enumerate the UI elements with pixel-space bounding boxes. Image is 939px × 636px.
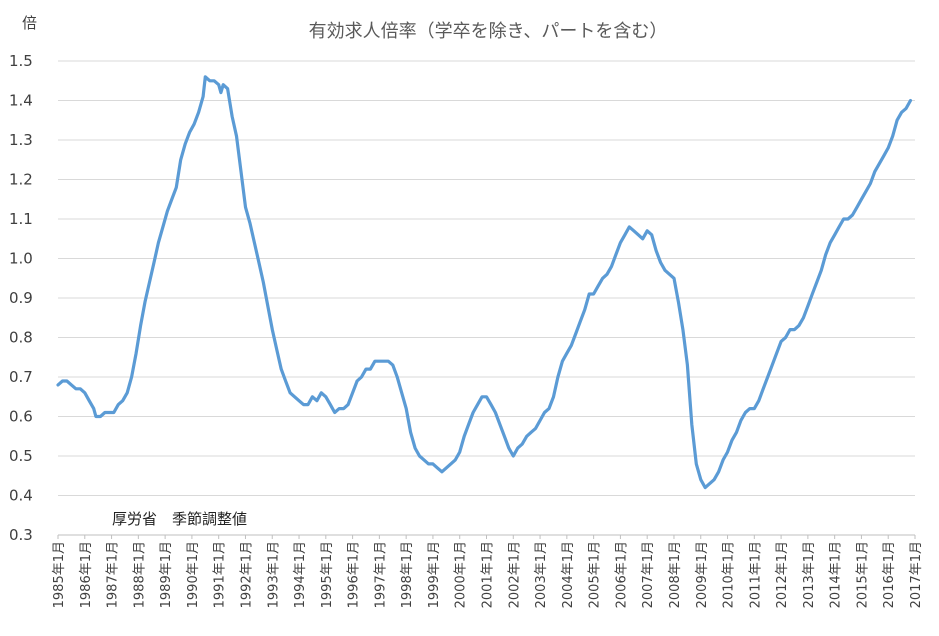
x-tick-label: 2003年1月 [534, 541, 549, 608]
y-tick-label: 0.4 [9, 487, 33, 505]
x-tick-label: 1998年1月 [400, 541, 415, 608]
x-tick-label: 2004年1月 [561, 541, 576, 608]
x-tick-label: 1986年1月 [79, 541, 94, 608]
y-tick-label: 0.5 [9, 447, 33, 465]
x-tick-label: 2013年1月 [802, 541, 817, 608]
x-tick-label: 2014年1月 [829, 541, 844, 608]
y-tick-label: 0.8 [9, 329, 33, 347]
x-tick-label: 2017年1月 [909, 541, 924, 608]
x-tick-label: 1994年1月 [293, 541, 308, 608]
y-tick-label: 0.7 [9, 368, 33, 386]
x-tick-label: 2008年1月 [668, 541, 683, 608]
y-tick-label: 0.9 [9, 289, 33, 307]
y-tick-label: 1.4 [9, 92, 33, 110]
x-tick-label: 1990年1月 [186, 541, 201, 608]
y-tick-label: 1.1 [9, 210, 33, 228]
x-tick-label: 2015年1月 [855, 541, 870, 608]
x-tick-label: 1988年1月 [132, 541, 147, 608]
x-tick-label: 1996年1月 [347, 541, 362, 608]
x-tick-label: 2006年1月 [614, 541, 629, 608]
y-tick-label: 1.5 [9, 52, 33, 70]
x-tick-label: 2012年1月 [775, 541, 790, 608]
y-tick-label: 0.6 [9, 408, 33, 426]
x-tick-label: 1985年1月 [52, 541, 67, 608]
chart-title: 有効求人倍率（学卒を除き、パートを含む） [309, 21, 668, 42]
series-line [56, 75, 913, 490]
x-tick-label: 2000年1月 [454, 541, 469, 608]
x-tick-label: 2016年1月 [882, 541, 897, 608]
y-tick-label: 1.3 [9, 131, 33, 149]
gridlines [58, 60, 915, 496]
x-tick-label: 1992年1月 [239, 541, 254, 608]
y-unit-label: 倍 [22, 14, 37, 32]
x-tick-label: 1999年1月 [427, 541, 442, 608]
y-tick-label: 1.2 [9, 171, 33, 189]
x-tick-label: 1987年1月 [106, 541, 121, 608]
y-tick-label: 0.3 [9, 526, 33, 544]
x-tick-label: 1993年1月 [266, 541, 281, 608]
x-tick-label: 2007年1月 [641, 541, 656, 608]
x-tick-label: 1991年1月 [213, 541, 228, 608]
x-axis: 1985年1月 1986年1月 1987年1月 1988年1月 1989年1月 1990年… [52, 534, 924, 608]
series-layer [56, 75, 913, 490]
x-tick-label: 2010年1月 [722, 541, 737, 608]
x-tick-label: 2001年1月 [481, 541, 496, 608]
x-tick-label: 2002年1月 [507, 541, 522, 608]
x-tick-label: 2009年1月 [695, 541, 710, 608]
x-tick-label: 1989年1月 [159, 541, 174, 608]
x-tick-label: 1997年1月 [373, 541, 388, 608]
x-tick-label: 2011年1月 [748, 541, 763, 608]
x-tick-label: 2005年1月 [588, 541, 603, 608]
source-annotation: 厚労省 季節調整値 [112, 510, 247, 528]
y-tick-label: 1.0 [9, 250, 33, 268]
x-tick-label: 1995年1月 [320, 541, 335, 608]
y-axis-ticks: 1.5 1.4 1.3 1.2 1.1 1.0 0.9 0.8 0.7 0.6 0.5 0.4 0.3 [9, 52, 33, 544]
